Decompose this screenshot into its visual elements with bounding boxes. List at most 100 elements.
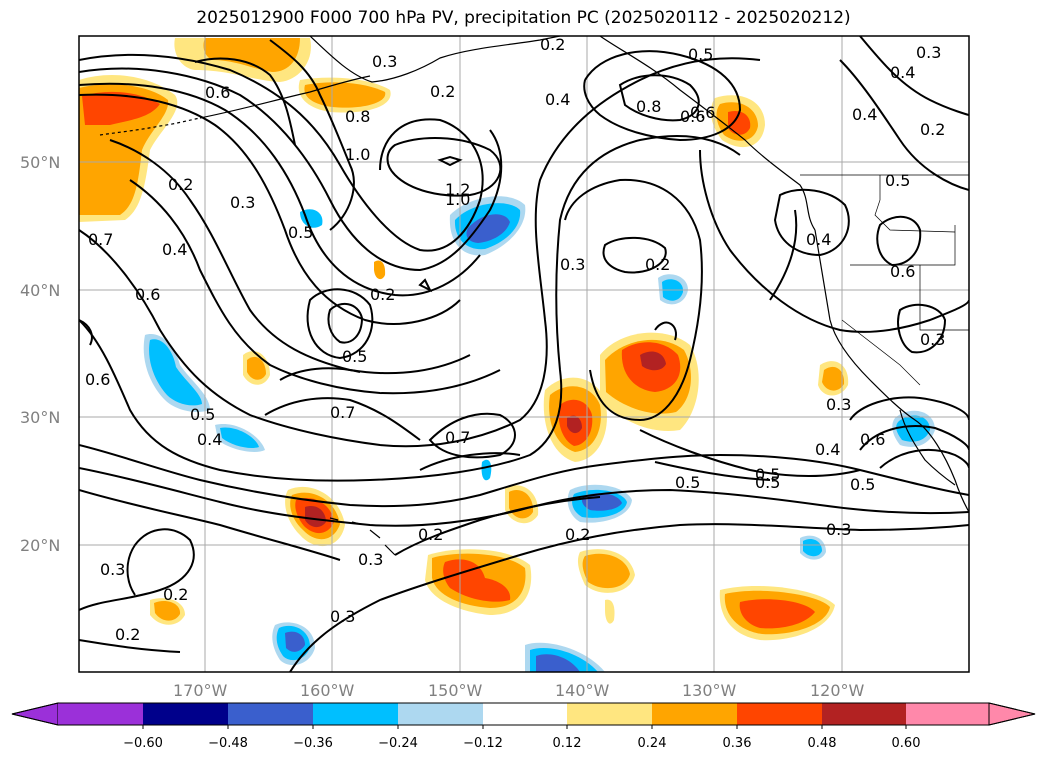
precip-positive-area [304,82,386,108]
pv-contour-line [79,444,969,508]
pv-contour-line [79,489,341,561]
colorbar-tick-label: 0.36 [723,736,752,751]
precip-positive-area [582,553,630,589]
contour-label: 0.7 [330,403,355,422]
pv-contour-line [879,448,969,469]
colorbar-ticks [142,725,907,729]
pv-contour-line [419,452,521,471]
contour-label: 0.6 [680,107,705,126]
lon-label: 150°W [428,681,483,700]
state-border [850,225,956,266]
colorbar-bin [652,703,737,725]
pv-contour-line [129,179,501,395]
lon-label: 120°W [810,681,865,700]
lat-label: 30°N [20,408,60,427]
precip-negative-area [803,539,822,557]
contour-label: 0.8 [345,107,370,126]
pv-contour-line [79,528,195,611]
contour-label: 0.3 [920,330,945,349]
contour-label: 0.3 [230,193,255,212]
coastlines [99,36,969,556]
contour-label: 0.5 [288,223,313,242]
pv-contour-line [306,288,374,360]
precip-positive-area [305,506,326,528]
contour-label: 0.5 [342,347,367,366]
contour-label: 0.7 [445,428,470,447]
pv-contour-line [279,367,361,381]
contour-label: 0.6 [690,103,715,122]
pv-contour-line [269,39,355,231]
state-border [874,175,956,233]
pv-contour-line [79,134,741,482]
pv-contour-line [79,53,484,252]
contour-label: 0.2 [540,35,565,54]
pv-contours [79,36,969,672]
pv-contour-line [79,57,761,448]
colorbar-bin [906,703,989,725]
contour-label: 1.2 [445,180,470,199]
precip-negative-area [285,631,305,652]
contour-label: 0.5 [675,473,700,492]
contour-label: 0.4 [545,90,570,109]
contour-label: 0.7 [88,230,113,249]
lon-label: 170°W [173,681,228,700]
precip-negative-area [149,339,202,406]
contour-label: 0.3 [358,550,383,569]
pv-contour-line [289,523,969,672]
pv-contour-line [194,57,296,146]
colorbar-bin [313,703,398,725]
pv-contour-line [264,397,421,441]
colorbar-outline [11,702,1036,726]
lat-label: 20°N [20,536,60,555]
contour-label: 0.2 [565,525,590,544]
latitude-labels: 50°N 40°N 30°N 20°N [20,153,60,555]
colorbar-extend-low [11,702,59,726]
colorbar-extend-high [988,702,1036,726]
contour-label: 0.2 [645,255,670,274]
contour-label: 0.5 [755,465,780,484]
pv-contour-line [437,155,463,167]
colorbar-bin [822,703,906,725]
colorbar-bin [58,703,143,725]
pv-contour-line [897,303,947,354]
contour-labels: 0.6 0.8 1.0 0.2 0.3 0.4 0.5 0.2 0.3 0.4 … [85,35,945,644]
precip-positive-area [374,260,386,280]
pv-contour-line [79,93,461,325]
state-border [841,319,921,386]
precip-negative-area [481,459,492,481]
precip-negative-area [896,415,930,442]
pv-contour-line [849,396,969,421]
precip-positive-area [728,110,751,135]
alaska-coast [309,36,561,83]
contour-label: 0.3 [100,560,125,579]
colorbar-tick-label: −0.36 [293,736,333,751]
pv-contour-line [839,59,969,191]
colorbar: −0.60 −0.48 −0.36 −0.24 −0.12 0.12 0.24 … [11,702,1036,751]
contour-label: 0.4 [852,105,877,124]
pv-contour-line [428,412,516,459]
contour-label: 0.2 [370,285,395,304]
contour-label: 0.2 [163,585,188,604]
pv-contour-line [639,429,861,477]
pv-contour-line [773,188,850,257]
contour-label: 0.6 [860,430,885,449]
pv-contour-line [769,209,798,301]
pv-contour-line [699,149,969,333]
aleutian-islands [99,117,201,136]
pv-contour-line [618,74,700,122]
contour-label: 0.6 [85,370,110,389]
colorbar-bin [143,703,228,725]
colorbar-bin [398,703,483,725]
precip-negative-area [466,214,510,243]
pv-contour-line [79,319,93,346]
colorbar-bin [737,703,822,725]
pv-contour-line [386,137,502,197]
contour-label: 1.0 [445,190,470,209]
pv-contour-line [602,236,667,274]
longitude-labels: 170°W 160°W 150°W 140°W 130°W 120°W [173,681,865,700]
contour-label: 0.5 [755,473,780,492]
precip-shading [79,38,849,641]
contour-label: 0.4 [815,440,840,459]
contour-label: 0.5 [850,475,875,494]
contour-label: 0.2 [115,625,140,644]
